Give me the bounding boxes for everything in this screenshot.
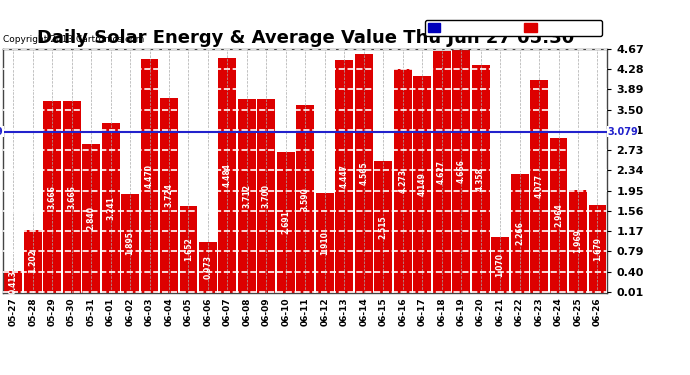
Text: 3.079: 3.079: [607, 127, 638, 137]
Bar: [219, 58, 237, 292]
Text: 1.070: 1.070: [495, 253, 504, 277]
Bar: [549, 138, 567, 292]
Text: Copyright 2013 Cartronics.com: Copyright 2013 Cartronics.com: [3, 35, 145, 44]
Text: 4.077: 4.077: [535, 174, 544, 198]
Text: 2.691: 2.691: [282, 210, 290, 234]
Title: Daily Solar Energy & Average Value Thu Jun 27 05:30: Daily Solar Energy & Average Value Thu J…: [37, 29, 574, 47]
Bar: [4, 271, 22, 292]
Text: 3.666: 3.666: [48, 185, 57, 209]
Bar: [43, 101, 61, 292]
Text: 4.149: 4.149: [417, 172, 426, 196]
Text: 2.266: 2.266: [515, 221, 524, 245]
Text: 2.964: 2.964: [554, 203, 563, 227]
Bar: [101, 123, 119, 292]
Text: 0.413: 0.413: [9, 270, 18, 294]
Bar: [277, 152, 295, 292]
Bar: [257, 99, 275, 292]
Bar: [589, 205, 607, 292]
Legend: Average  ($), Daily  ($): Average ($), Daily ($): [425, 20, 602, 36]
Text: 3.241: 3.241: [106, 196, 115, 220]
Bar: [433, 51, 451, 292]
Text: 4.565: 4.565: [359, 162, 368, 185]
Text: 1.679: 1.679: [593, 237, 602, 261]
Bar: [199, 242, 217, 292]
Bar: [238, 99, 256, 292]
Text: 3.590: 3.590: [301, 187, 310, 211]
Text: 4.666: 4.666: [457, 159, 466, 183]
Bar: [63, 101, 81, 292]
Bar: [82, 144, 100, 292]
Bar: [530, 80, 548, 292]
Text: 0.973: 0.973: [204, 255, 213, 279]
Text: 4.484: 4.484: [223, 164, 232, 188]
Bar: [569, 190, 587, 292]
Bar: [335, 60, 353, 292]
Bar: [511, 174, 529, 292]
Text: 3.079: 3.079: [0, 127, 3, 137]
Bar: [394, 69, 412, 292]
Bar: [316, 193, 334, 292]
Text: 1.652: 1.652: [184, 237, 193, 261]
Text: 4.627: 4.627: [437, 160, 446, 184]
Bar: [413, 76, 431, 292]
Bar: [355, 54, 373, 292]
Text: 2.515: 2.515: [379, 215, 388, 238]
Text: 1.969: 1.969: [573, 229, 582, 253]
Text: 1.895: 1.895: [126, 231, 135, 255]
Bar: [179, 206, 197, 292]
Bar: [121, 194, 139, 292]
Text: 3.712: 3.712: [242, 184, 251, 208]
Bar: [472, 65, 490, 292]
Bar: [23, 230, 41, 292]
Bar: [452, 49, 470, 292]
Bar: [491, 237, 509, 292]
Text: 4.447: 4.447: [339, 165, 348, 189]
Bar: [374, 161, 392, 292]
Text: 1.910: 1.910: [320, 231, 329, 255]
Text: 4.470: 4.470: [145, 164, 154, 188]
Text: 4.358: 4.358: [476, 167, 485, 191]
Text: 2.840: 2.840: [86, 206, 96, 230]
Text: 4.273: 4.273: [398, 169, 407, 193]
Text: 3.724: 3.724: [164, 183, 173, 207]
Text: 1.202: 1.202: [28, 249, 37, 273]
Text: 3.700: 3.700: [262, 184, 271, 208]
Bar: [297, 105, 314, 292]
Bar: [160, 98, 178, 292]
Text: 3.666: 3.666: [67, 185, 76, 209]
Bar: [141, 59, 159, 292]
